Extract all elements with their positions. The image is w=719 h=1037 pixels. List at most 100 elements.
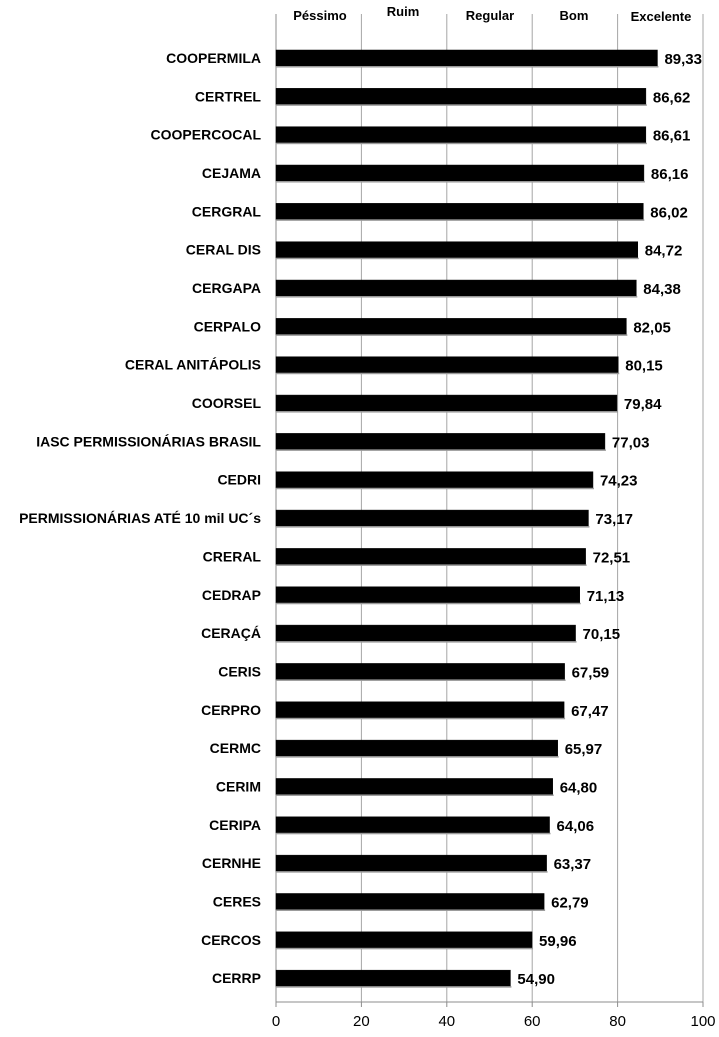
data-label: 84,72	[645, 243, 683, 260]
data-label: 89,33	[664, 51, 702, 68]
category-label: CRERAL	[203, 548, 262, 564]
data-label: 72,51	[593, 549, 631, 566]
data-label: 54,90	[517, 971, 555, 988]
bar	[275, 509, 589, 527]
bar-shadow	[276, 526, 590, 528]
bar-shadow	[276, 909, 546, 911]
bar	[275, 931, 533, 949]
data-label: 71,13	[587, 588, 625, 605]
bar	[275, 318, 627, 335]
data-label: 62,79	[551, 894, 589, 911]
data-label: 64,80	[560, 779, 598, 796]
bar-shadow	[276, 947, 534, 950]
bar-shadow	[276, 717, 566, 720]
bar	[275, 663, 565, 680]
data-label: 86,61	[653, 128, 691, 145]
bar-shadow	[276, 832, 551, 835]
category-label: CEJAMA	[202, 165, 261, 181]
category-label: CERCOS	[201, 932, 261, 948]
category-label: CERES	[213, 893, 261, 909]
category-label: CERRP	[212, 970, 261, 986]
bar-shadow	[276, 334, 628, 336]
bar	[275, 586, 580, 604]
bar-shadow	[276, 794, 554, 796]
x-tick-label: 100	[690, 1013, 715, 1030]
bar	[275, 471, 594, 488]
bar	[275, 394, 618, 412]
bar	[275, 126, 647, 143]
data-label: 67,47	[571, 703, 609, 720]
bar	[275, 854, 547, 872]
bar-shadow	[276, 641, 577, 643]
bar-shadow	[276, 871, 548, 873]
bar-shadow	[276, 487, 594, 490]
rating-band-label: Excelente	[631, 9, 692, 24]
bar-shadow	[276, 181, 645, 183]
bar-shadow	[276, 219, 645, 221]
bar	[275, 893, 545, 910]
data-label: 86,62	[653, 89, 691, 106]
category-label: IASC PERMISSIONÁRIAS BRASIL	[36, 433, 261, 449]
x-tick-label: 0	[272, 1013, 280, 1030]
category-label: CERMC	[210, 740, 261, 756]
bar	[275, 624, 576, 642]
category-label: CEDRAP	[202, 587, 261, 603]
rating-band-label: Bom	[560, 8, 589, 23]
category-label: COORSEL	[192, 395, 262, 411]
data-label: 70,15	[583, 626, 621, 643]
x-tick-label: 60	[524, 1013, 541, 1030]
data-label: 82,05	[633, 319, 671, 336]
category-label: CERAL DIS	[186, 242, 261, 258]
data-label: 84,38	[643, 281, 681, 298]
category-label: CERIS	[218, 663, 261, 679]
bar-shadow	[276, 372, 620, 375]
bar	[275, 241, 639, 258]
data-label: 80,15	[625, 358, 663, 375]
bar	[275, 739, 558, 757]
category-label: COOPERMILA	[166, 50, 261, 66]
category-label: CERAÇÁ	[201, 625, 261, 641]
bar	[275, 49, 658, 67]
bar-shadow	[276, 142, 647, 145]
bar	[275, 701, 565, 719]
category-label: CERIPA	[209, 817, 261, 833]
bar-shadow	[276, 602, 581, 605]
category-label: CERAL ANITÁPOLIS	[125, 357, 261, 373]
bar-shadow	[276, 296, 638, 298]
data-label: 67,59	[572, 664, 610, 681]
category-label: CERIM	[216, 778, 261, 794]
bar	[275, 816, 550, 834]
bar	[275, 548, 586, 565]
bar-shadow	[276, 104, 647, 106]
category-label: COOPERCOCAL	[151, 127, 262, 143]
data-label: 86,02	[650, 204, 688, 221]
data-label: 74,23	[600, 473, 638, 490]
rating-band-label: Péssimo	[293, 8, 347, 23]
category-label: CERPRO	[201, 702, 261, 718]
bar	[275, 778, 553, 795]
x-tick-label: 40	[438, 1013, 455, 1030]
bar-shadow	[276, 986, 512, 988]
bar-shadow	[276, 66, 659, 68]
bar-shadow	[276, 756, 559, 758]
category-label: CEDRI	[217, 472, 261, 488]
data-label: 63,37	[554, 856, 592, 873]
bar	[275, 969, 511, 987]
bar-shadow	[276, 679, 566, 681]
bar	[275, 88, 647, 105]
bar	[275, 356, 619, 373]
bar	[275, 433, 606, 450]
category-label: PERMISSIONÁRIAS ATÉ 10 mil UC´s	[19, 510, 261, 526]
category-label: CERGRAL	[192, 203, 262, 219]
bar	[275, 164, 645, 182]
data-label: 65,97	[565, 741, 603, 758]
data-label: 59,96	[539, 933, 577, 950]
rating-band-label: Ruim	[387, 4, 420, 19]
category-label: CERNHE	[202, 855, 261, 871]
category-label: CERGAPA	[192, 280, 261, 296]
x-tick-label: 20	[353, 1013, 370, 1030]
bar-shadow	[276, 411, 618, 413]
bar	[275, 203, 644, 220]
